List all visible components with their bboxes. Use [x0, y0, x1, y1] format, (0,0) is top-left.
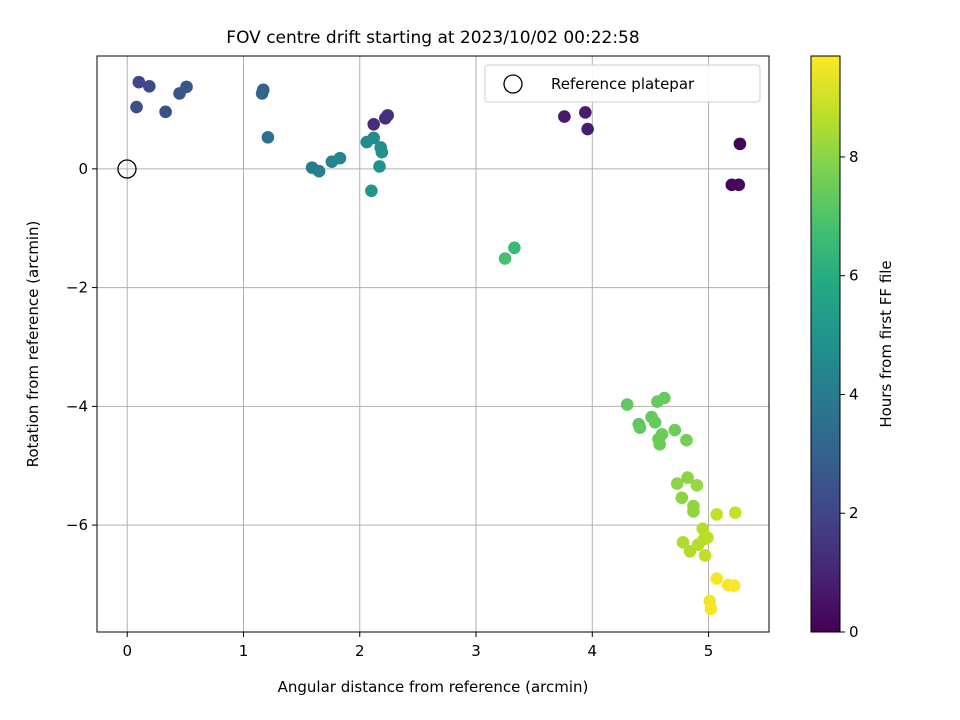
x-tick-label: 4	[588, 642, 598, 660]
data-point	[698, 549, 712, 562]
data-point	[373, 160, 386, 173]
data-point	[668, 423, 682, 437]
x-tick-label: 0	[122, 642, 132, 660]
data-point	[261, 131, 275, 144]
data-point	[670, 477, 684, 490]
data-point	[367, 117, 381, 131]
y-tick-label: −4	[66, 397, 88, 415]
legend: Reference platepar	[484, 64, 761, 103]
data-point	[159, 105, 172, 119]
data-point	[579, 106, 592, 119]
data-point	[620, 398, 634, 411]
data-point	[648, 416, 662, 429]
data-point	[508, 241, 521, 255]
data-point	[704, 602, 718, 616]
colorbar-tick-label: 4	[849, 385, 859, 403]
data-point	[132, 75, 146, 89]
data-point	[733, 137, 747, 151]
data-point	[690, 479, 704, 492]
colorbar-tick-label: 2	[849, 504, 859, 522]
data-point	[681, 471, 694, 484]
data-point	[732, 178, 746, 192]
colorbar	[810, 55, 841, 633]
reference-platepar-marker	[117, 159, 137, 179]
data-point	[633, 421, 647, 435]
data-point	[653, 438, 667, 451]
data-point	[312, 164, 326, 178]
data-point	[701, 531, 714, 544]
data-point	[727, 579, 741, 592]
grid	[97, 56, 769, 632]
data-point	[558, 110, 571, 123]
data-point	[655, 427, 669, 441]
data-point	[333, 151, 347, 165]
data-point	[498, 252, 512, 265]
data-point	[255, 87, 269, 100]
data-point	[676, 536, 690, 549]
data-point	[143, 79, 156, 93]
scatter-points	[130, 75, 747, 616]
data-point	[180, 80, 193, 94]
data-point	[581, 122, 594, 136]
x-tick-label: 2	[355, 642, 365, 660]
data-point	[728, 506, 742, 519]
y-tick-label: −2	[66, 279, 88, 297]
data-point	[658, 391, 671, 405]
colorbar-tick-label: 6	[849, 267, 859, 285]
data-point	[365, 184, 378, 198]
data-point	[710, 508, 723, 521]
data-point	[687, 505, 700, 518]
y-axis-label: Rotation from reference (arcmin)	[24, 221, 42, 468]
x-tick-label: 5	[704, 642, 714, 660]
x-axis-label: Angular distance from reference (arcmin)	[278, 678, 589, 696]
x-axis-ticks: 0 1 2 3 4 5	[122, 632, 713, 660]
plot-frame	[96, 55, 770, 633]
data-point	[367, 131, 381, 145]
y-axis-ticks: 0 −2 −4 −6	[66, 160, 97, 534]
colorbar-label: Hours from first FF file	[877, 260, 895, 427]
data-point	[710, 572, 723, 585]
y-tick-label: 0	[78, 160, 88, 178]
legend-entry-reference: Reference platepar	[551, 75, 695, 93]
x-tick-label: 1	[239, 642, 249, 660]
data-point	[680, 433, 693, 447]
colorbar-tick-label: 8	[849, 148, 859, 166]
data-point	[130, 100, 143, 114]
legend-box	[484, 64, 761, 103]
colorbar-ticks: 0 2 4 6 8	[840, 148, 859, 641]
data-point	[675, 491, 689, 505]
legend-marker-icon	[503, 74, 523, 94]
chart-title: FOV centre drift starting at 2023/10/02 …	[226, 28, 639, 48]
colorbar-tick-label: 0	[849, 623, 859, 641]
y-tick-label: −6	[66, 516, 88, 534]
data-point	[375, 145, 389, 159]
data-point	[381, 109, 394, 122]
x-tick-label: 3	[471, 642, 481, 660]
